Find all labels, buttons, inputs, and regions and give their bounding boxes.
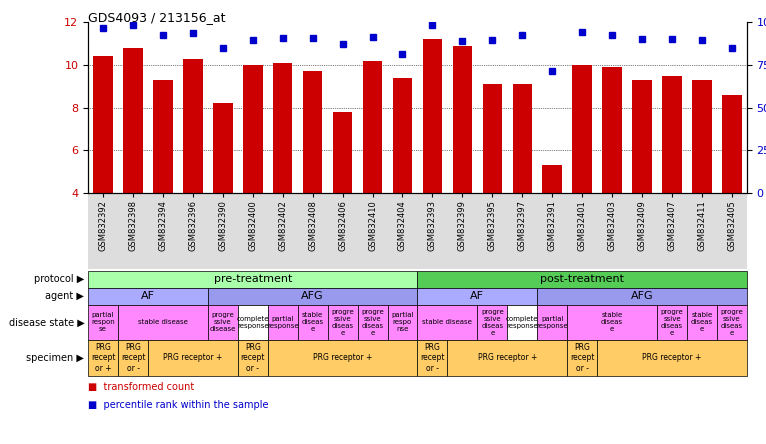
Bar	[213, 103, 233, 193]
Bar	[333, 112, 352, 193]
Text: stable disease: stable disease	[423, 319, 473, 325]
Bar	[602, 67, 622, 193]
Text: progre
ssive
diseas
e: progre ssive diseas e	[481, 309, 504, 336]
Text: stable
diseas
e: stable diseas e	[302, 312, 324, 333]
Bar	[363, 61, 382, 193]
Text: PRG
recept
or +: PRG recept or +	[91, 343, 116, 373]
Text: PRG receptor +: PRG receptor +	[643, 353, 702, 362]
Text: PRG receptor +: PRG receptor +	[478, 353, 537, 362]
Bar	[632, 80, 652, 193]
Text: AFG: AFG	[630, 291, 653, 301]
Bar	[183, 59, 203, 193]
Bar	[243, 65, 263, 193]
Text: progre
ssive
diseas
e: progre ssive diseas e	[660, 309, 683, 336]
Bar	[572, 65, 592, 193]
Bar	[153, 80, 172, 193]
Text: PRG receptor +: PRG receptor +	[163, 353, 223, 362]
Bar	[663, 75, 682, 193]
Text: PRG receptor +: PRG receptor +	[313, 353, 372, 362]
Text: agent ▶: agent ▶	[45, 291, 84, 301]
Bar	[483, 84, 502, 193]
Bar	[423, 40, 442, 193]
Text: partial
response: partial response	[267, 316, 299, 329]
Text: complete
response: complete response	[506, 316, 538, 329]
Text: specimen ▶: specimen ▶	[26, 353, 84, 363]
Bar	[692, 80, 712, 193]
Text: protocol ▶: protocol ▶	[34, 274, 84, 284]
Bar	[453, 46, 472, 193]
Text: PRG
recept
or -: PRG recept or -	[421, 343, 445, 373]
Text: ■  transformed count: ■ transformed count	[88, 382, 195, 392]
Bar	[303, 71, 322, 193]
Text: AF: AF	[141, 291, 155, 301]
Text: progre
ssive
disease: progre ssive disease	[210, 312, 236, 333]
Text: partial
response: partial response	[536, 316, 568, 329]
Bar	[273, 63, 293, 193]
Text: post-treatment: post-treatment	[540, 274, 624, 284]
Text: AFG: AFG	[301, 291, 324, 301]
Bar	[123, 48, 142, 193]
Text: progre
ssive
diseas
e: progre ssive diseas e	[721, 309, 743, 336]
Text: disease state ▶: disease state ▶	[8, 317, 84, 327]
Text: progre
ssive
diseas
e: progre ssive diseas e	[362, 309, 384, 336]
Text: progre
ssive
diseas
e: progre ssive diseas e	[331, 309, 354, 336]
Text: partial
respo
nse: partial respo nse	[391, 312, 414, 333]
Text: AF: AF	[470, 291, 484, 301]
Bar	[722, 95, 741, 193]
Text: complete
response: complete response	[237, 316, 269, 329]
Text: PRG
recept
or -: PRG recept or -	[570, 343, 594, 373]
Text: pre-treatment: pre-treatment	[214, 274, 292, 284]
Bar	[542, 165, 562, 193]
Bar	[393, 78, 412, 193]
Bar	[93, 56, 113, 193]
Text: PRG
recept
or -: PRG recept or -	[241, 343, 265, 373]
Bar	[512, 84, 532, 193]
Text: PRG
recept
or -: PRG recept or -	[121, 343, 146, 373]
Text: GDS4093 / 213156_at: GDS4093 / 213156_at	[88, 11, 226, 24]
Text: stable disease: stable disease	[138, 319, 188, 325]
Text: partial
respon
se: partial respon se	[91, 312, 115, 333]
Text: stable
diseas
e: stable diseas e	[601, 312, 624, 333]
Text: ■  percentile rank within the sample: ■ percentile rank within the sample	[88, 400, 269, 410]
Text: stable
diseas
e: stable diseas e	[691, 312, 713, 333]
